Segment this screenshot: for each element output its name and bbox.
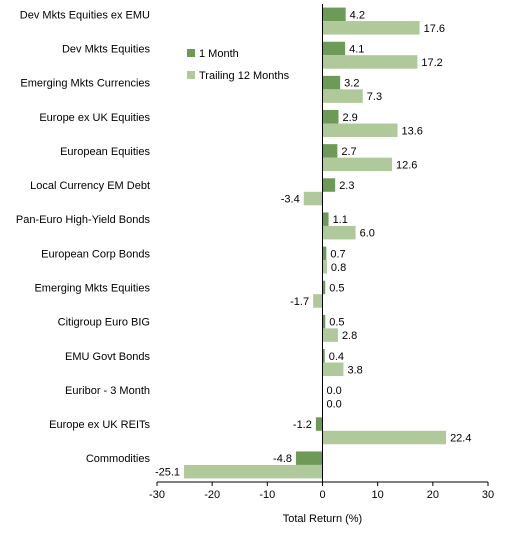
value-label-trailing-12-months: -25.1: [155, 467, 180, 479]
bar-1-month: [322, 144, 338, 158]
category-label: Emerging Mkts Currencies: [20, 78, 150, 90]
x-tick-label: 30: [482, 489, 494, 501]
x-tick-label: 10: [372, 489, 384, 501]
bar-1-month: [315, 417, 323, 431]
bar-1-month: [322, 314, 326, 329]
category-label: Dev Mkts Equities ex EMU: [20, 9, 150, 21]
bar-1-month: [322, 280, 326, 295]
value-label-trailing-12-months: 2.8: [342, 330, 357, 342]
value-label-1-month: -1.2: [293, 419, 312, 431]
bar-trailing-12-months: [322, 21, 420, 35]
value-label-trailing-12-months: 0.0: [327, 398, 342, 410]
bar-trailing-12-months: [322, 123, 398, 137]
value-label-1-month: 2.7: [341, 146, 356, 158]
value-label-trailing-12-months: 22.4: [450, 433, 471, 445]
value-label-trailing-12-months: -1.7: [290, 296, 309, 308]
value-label-trailing-12-months: 6.0: [360, 228, 375, 240]
bar-1-month: [322, 75, 341, 90]
value-label-trailing-12-months: 17.6: [424, 23, 445, 35]
category-label: Dev Mkts Equities: [62, 44, 151, 56]
value-label-1-month: 4.1: [349, 43, 364, 55]
value-label-trailing-12-months: 3.8: [347, 364, 362, 376]
bar-1-month: [322, 212, 329, 226]
bar-1-month: [296, 451, 323, 465]
value-label-1-month: 0.5: [329, 317, 344, 329]
bar-trailing-12-months: [322, 55, 418, 69]
category-label: Commodities: [86, 453, 151, 465]
value-label-1-month: 0.5: [329, 282, 344, 294]
bar-trailing-12-months: [322, 328, 338, 342]
bar-trailing-12-months: [303, 191, 323, 206]
value-label-1-month: 2.9: [343, 112, 358, 124]
x-tick-label: 20: [427, 489, 439, 501]
bar-1-month: [322, 178, 336, 192]
bar-trailing-12-months: [322, 362, 344, 376]
value-label-trailing-12-months: 7.3: [367, 91, 382, 103]
legend-label-1-month: 1 Month: [199, 48, 239, 60]
value-label-1-month: -4.8: [273, 453, 292, 465]
bars-layer: 4.2 17.6 4.1 17.2 3.2 7.3 2.9 13.6 2.7 12.6 2.3 -3.…: [155, 7, 471, 479]
value-label-1-month: 2.3: [339, 180, 354, 192]
x-tick-label: -10: [259, 489, 275, 501]
x-axis-title: Total Return (%): [283, 513, 362, 525]
bar-1-month: [322, 110, 339, 124]
bar-1-month: [322, 7, 346, 22]
value-label-1-month: 0.4: [329, 351, 344, 363]
bar-trailing-12-months: [322, 157, 393, 172]
x-tick-label: -30: [149, 489, 165, 501]
category-labels: Dev Mkts Equities ex EMU Dev Mkts Equitie…: [16, 9, 151, 465]
legend: 1 Month Trailing 12 Months: [187, 48, 290, 82]
category-label: Citigroup Euro BIG: [58, 317, 150, 329]
bar-trailing-12-months: [322, 89, 363, 103]
value-label-1-month: 0.7: [330, 248, 345, 260]
value-label-1-month: 4.2: [350, 9, 365, 21]
category-label: European Corp Bonds: [41, 248, 150, 260]
category-label: Local Currency EM Debt: [30, 180, 150, 192]
bar-trailing-12-months: [322, 260, 327, 274]
category-label: Euribor - 3 Month: [65, 385, 150, 397]
value-label-1-month: 3.2: [344, 78, 359, 90]
category-label: European Equities: [60, 146, 150, 158]
value-label-trailing-12-months: -3.4: [281, 194, 300, 206]
bar-trailing-12-months: [313, 294, 323, 308]
legend-label-trailing-12-months: Trailing 12 Months: [199, 70, 290, 82]
x-axis: -30 -20 -10 0 10 20 30: [149, 4, 494, 501]
category-label: Emerging Mkts Equities: [34, 283, 150, 295]
bar-trailing-12-months: [184, 464, 323, 479]
bar-1-month: [322, 41, 346, 56]
legend-swatch-1-month: [187, 49, 195, 57]
bar-1-month: [322, 349, 325, 363]
bar-trailing-12-months: [322, 225, 356, 240]
bar-1-month: [322, 246, 327, 261]
legend-swatch-trailing-12-months: [187, 71, 195, 79]
value-label-trailing-12-months: 12.6: [396, 159, 417, 171]
category-label: Europe ex UK REITs: [49, 419, 150, 431]
bar-trailing-12-months: [322, 430, 447, 445]
value-label-trailing-12-months: 13.6: [402, 125, 423, 137]
value-label-1-month: 0.0: [327, 385, 342, 397]
category-label: Europe ex UK Equities: [39, 112, 150, 124]
value-label-1-month: 1.1: [333, 214, 348, 226]
category-label: Pan-Euro High-Yield Bonds: [16, 214, 151, 226]
value-label-trailing-12-months: 17.2: [421, 57, 442, 69]
category-label: EMU Govt Bonds: [65, 351, 150, 363]
value-label-trailing-12-months: 0.8: [331, 262, 346, 274]
x-tick-label: -20: [204, 489, 220, 501]
x-tick-label: 0: [319, 489, 325, 501]
